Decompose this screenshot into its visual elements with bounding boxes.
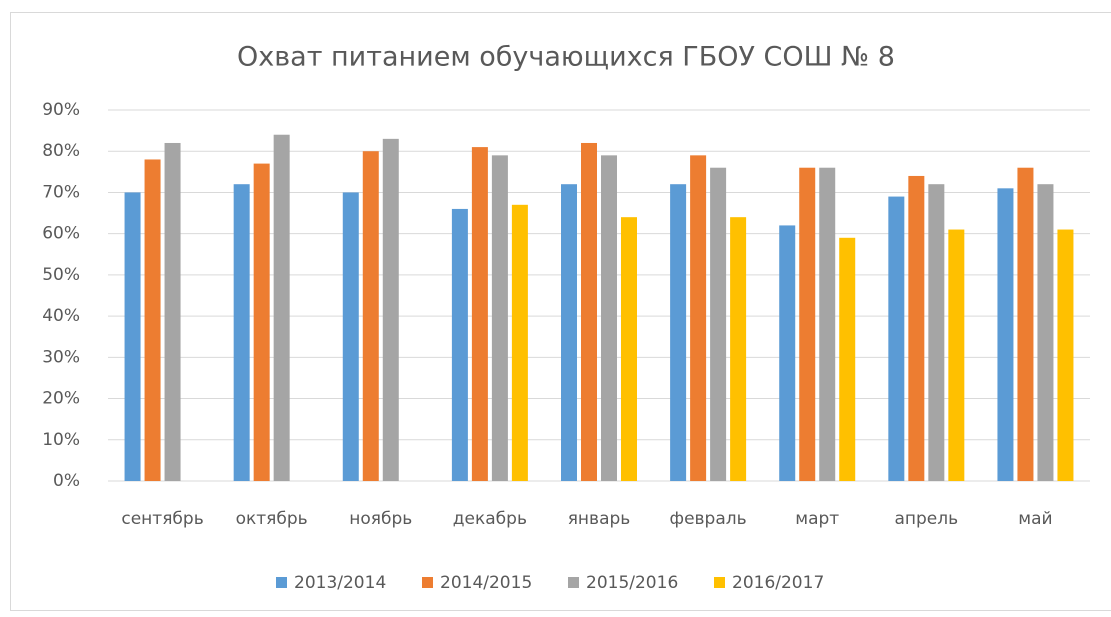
bar [948, 229, 965, 481]
legend-label: 2016/2017 [732, 573, 824, 593]
bar [124, 192, 141, 481]
bar [1037, 184, 1054, 481]
x-tick-label: февраль [670, 509, 747, 529]
bar [690, 155, 707, 481]
bar [581, 142, 597, 481]
bar [670, 184, 687, 481]
bar [164, 142, 181, 481]
bar [710, 167, 727, 481]
y-tick-label: 60% [42, 224, 80, 244]
bar [144, 159, 161, 481]
y-tick-label: 80% [42, 141, 80, 161]
bar [908, 175, 925, 481]
bar [997, 188, 1014, 482]
y-tick-label: 0% [53, 471, 80, 491]
bar [819, 167, 836, 481]
bar [888, 196, 905, 482]
bar [928, 184, 945, 481]
y-tick-label: 40% [42, 306, 80, 326]
bar [621, 217, 637, 481]
x-tick-label: май [1018, 509, 1052, 529]
bar [511, 204, 528, 482]
x-tick-label: март [795, 509, 839, 529]
bar [273, 134, 290, 481]
bar [779, 225, 796, 481]
x-tick-label: апрель [894, 509, 958, 529]
x-tick-label: сентябрь [121, 509, 203, 529]
legend-label: 2015/2016 [586, 573, 678, 593]
bar [491, 155, 508, 481]
bar [799, 167, 816, 481]
legend-swatch [422, 577, 433, 588]
y-tick-label: 10% [42, 430, 80, 450]
y-tick-label: 20% [42, 389, 80, 409]
bar [362, 151, 379, 481]
legend-label: 2013/2014 [294, 573, 386, 593]
y-tick-label: 70% [42, 182, 80, 202]
bar [730, 217, 747, 481]
x-tick-label: октябрь [236, 509, 308, 529]
bar [1017, 167, 1034, 481]
bar [233, 184, 250, 481]
bar [561, 184, 577, 481]
x-tick-label: ноябрь [349, 509, 412, 529]
bar [382, 138, 399, 481]
bar [253, 163, 270, 482]
bar [471, 147, 488, 481]
bar [451, 208, 468, 481]
chart-frame [10, 12, 1111, 611]
legend-swatch [276, 577, 287, 588]
bar [342, 192, 359, 481]
x-tick-label: декабрь [453, 509, 527, 529]
bar [601, 155, 617, 481]
legend-label: 2014/2015 [440, 573, 532, 593]
legend-swatch [568, 577, 579, 588]
legend-swatch [714, 577, 725, 588]
bar [839, 237, 856, 481]
y-tick-label: 30% [42, 347, 80, 367]
bar [1057, 229, 1074, 481]
y-tick-label: 90% [42, 100, 80, 120]
chart-title: Охват питанием обучающихся ГБОУ СОШ № 8 [237, 42, 895, 73]
x-tick-label: январь [568, 509, 631, 529]
y-tick-label: 50% [42, 265, 80, 285]
